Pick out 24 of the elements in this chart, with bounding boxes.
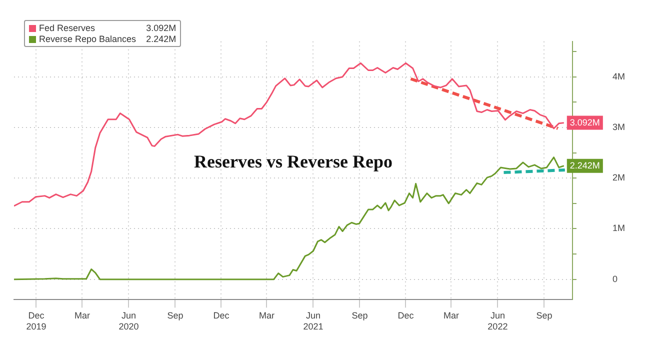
x-tick-label: Jun 2022 — [488, 310, 508, 332]
y-tick-label: 0 — [612, 274, 618, 284]
data-label: 3.092M — [570, 117, 600, 128]
y-tick-label: 4M — [612, 71, 626, 82]
x-tick-label: Sep — [352, 310, 368, 320]
legend-label: Fed Reserves — [39, 23, 96, 33]
data-label: 2.242M — [570, 160, 600, 170]
x-tick-label: Mar — [258, 310, 274, 320]
text: Reserves vs Reverse Repo — [194, 151, 392, 172]
x-tick-label: Mar — [74, 310, 90, 320]
y-tick-label: 2M — [612, 172, 626, 183]
x-tick-label: Dec — [213, 310, 230, 320]
x-tick-label: Jun 2021 — [303, 310, 324, 332]
x-tick-label: Dec — [398, 310, 414, 320]
x-tick-label: Dec 2019 — [26, 310, 46, 332]
legend-label: Reverse Repo Balances — [39, 34, 136, 44]
x-tick-label: Sep — [167, 310, 184, 320]
text: 2.242M — [146, 34, 176, 44]
y-tick-label: 1M — [612, 223, 626, 234]
x-tick-label: Sep — [536, 310, 552, 320]
y-tick-label: 3M — [612, 122, 626, 132]
text: 3.092M — [146, 23, 176, 33]
x-tick-label: Mar — [443, 310, 459, 320]
x-tick-label: Jun 2020 — [118, 310, 139, 332]
